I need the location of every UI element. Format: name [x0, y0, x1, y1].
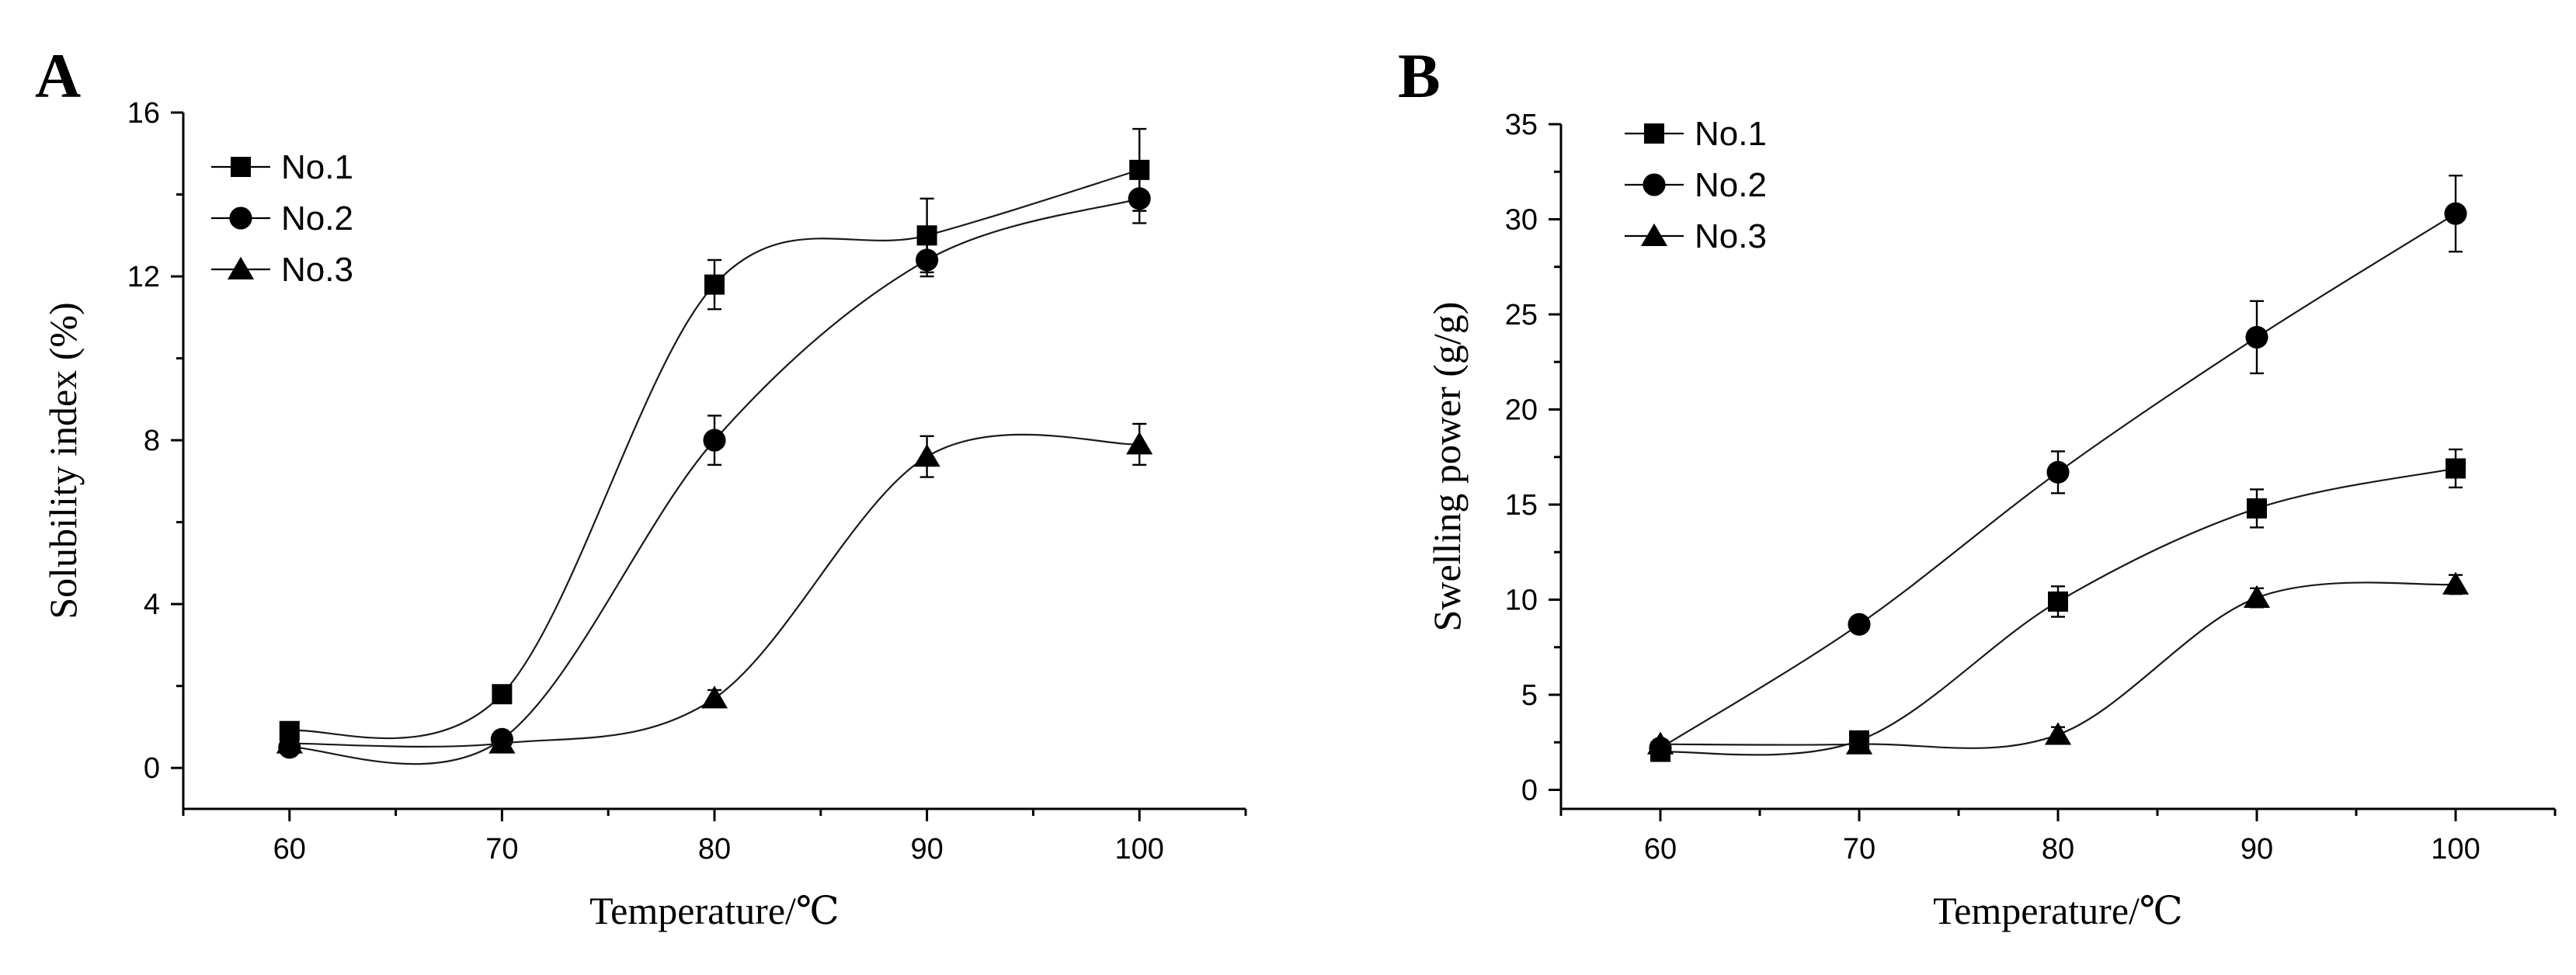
data-point-no1 [2048, 591, 2068, 612]
chart-panel-a: A 60 70 80 90 100 0 4 8 12 16 Temperature/℃ Solubili… [35, 40, 1247, 932]
data-point-no3 [1646, 731, 1674, 755]
data-point-no2 [1128, 187, 1151, 210]
legend-label: No.1 [281, 148, 353, 186]
x-tick-label: 80 [698, 833, 731, 866]
x-axis-title: Temperature/℃ [1933, 889, 2183, 932]
y-tick-label: 12 [127, 261, 160, 293]
x-tick-label: 60 [273, 833, 306, 866]
x-tick-label: 90 [2241, 833, 2273, 866]
data-point-no2 [703, 429, 726, 452]
chart-panel-b: B 60 70 80 90 100 0 5 10 15 20 25 30 35 Temperature/℃ S… [1398, 40, 2557, 932]
data-point-no3 [2243, 585, 2271, 609]
series-line-no3 [289, 433, 1140, 748]
data-point-no3 [913, 443, 940, 467]
data-point-no1 [2247, 498, 2267, 519]
data-point-no3 [276, 730, 303, 754]
y-axis-title: Solubility index (%) [41, 302, 85, 619]
y-tick-label: 5 [1521, 679, 1538, 712]
data-point-no1 [916, 225, 937, 246]
data-point-no2 [2444, 202, 2467, 225]
data-point-no2 [2046, 460, 2070, 484]
legend-marker-circle [1643, 173, 1666, 196]
data-point-no3 [1126, 432, 1153, 455]
x-tick-label: 60 [1644, 833, 1677, 866]
data-point-no3 [700, 685, 728, 709]
legend-label: No.2 [1695, 166, 1767, 204]
x-tick-label: 100 [1114, 833, 1163, 866]
data-point-no3 [2044, 722, 2072, 745]
legend-label: No.1 [1695, 115, 1767, 153]
x-tick-label: 80 [2042, 833, 2074, 866]
panel-label: A [35, 40, 81, 111]
y-tick-label: 10 [1505, 585, 1538, 617]
data-point-no1 [2446, 458, 2466, 479]
legend-marker-square [1644, 123, 1664, 144]
legend-marker-circle [229, 206, 252, 230]
data-point-no2 [1848, 612, 1871, 636]
legend-marker-triangle [227, 256, 255, 279]
y-tick-label: 30 [1505, 204, 1538, 237]
legend-label: No.3 [1695, 217, 1767, 255]
legend-label: No.2 [281, 200, 353, 238]
x-tick-label: 90 [910, 833, 943, 866]
y-tick-label: 8 [144, 425, 160, 457]
legend-label: No.3 [281, 251, 353, 289]
y-tick-label: 15 [1505, 489, 1538, 522]
y-axis-title: Swelling power (g/g) [1425, 302, 1469, 632]
data-point-no3 [2442, 571, 2470, 595]
x-tick-label: 70 [485, 833, 518, 866]
data-point-no3 [488, 730, 516, 754]
y-tick-label: 16 [127, 97, 160, 130]
data-point-no3 [1845, 731, 1873, 755]
y-tick-label: 4 [144, 588, 160, 621]
y-tick-label: 20 [1505, 394, 1538, 427]
data-point-no1 [704, 274, 725, 295]
data-point-no2 [2245, 325, 2268, 349]
legend-marker-triangle [1640, 223, 1668, 246]
x-axis-title: Temperature/℃ [589, 889, 840, 932]
y-tick-label: 0 [1521, 775, 1538, 807]
panel-label: B [1398, 40, 1441, 111]
y-tick-label: 25 [1505, 299, 1538, 331]
y-tick-label: 0 [144, 752, 160, 785]
data-point-no1 [492, 684, 513, 705]
series-line-no1 [289, 168, 1140, 740]
data-point-no2 [916, 248, 939, 272]
x-tick-label: 70 [1843, 833, 1876, 866]
x-tick-label: 100 [2431, 833, 2480, 866]
y-tick-label: 35 [1505, 109, 1538, 141]
legend-marker-square [231, 157, 251, 177]
